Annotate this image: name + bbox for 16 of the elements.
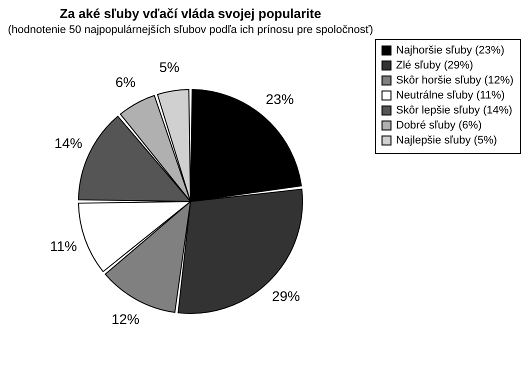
data-label: 14% [54, 135, 82, 152]
data-label: 6% [115, 74, 136, 90]
data-label: 11% [50, 238, 77, 254]
legend-label: Skôr horšie sľuby (12%) [396, 74, 514, 86]
legend-label: Zlé sľuby (29%) [396, 60, 474, 72]
data-label: 29% [272, 288, 300, 304]
data-label: 23% [266, 91, 294, 108]
data-label: 12% [111, 310, 140, 327]
data-label: 5% [159, 59, 180, 76]
legend-label: Najhoršie sľuby (23%) [396, 44, 504, 56]
chart-subtitle: (hodnotenie 50 najpopulárnejších sľubov podľa ich prínosu pre spoločnosť) [8, 24, 374, 36]
legend-label: Dobré sľuby (6%) [396, 120, 482, 132]
legend-label: Neutrálne sľuby (11%) [396, 90, 505, 102]
chart-title: Za aké sľuby vďačí vláda svojej popularite [60, 6, 322, 21]
legend-label: Skôr lepšie sľuby (14%) [396, 104, 512, 116]
legend-label: Najlepšie sľuby (5%) [396, 134, 498, 146]
